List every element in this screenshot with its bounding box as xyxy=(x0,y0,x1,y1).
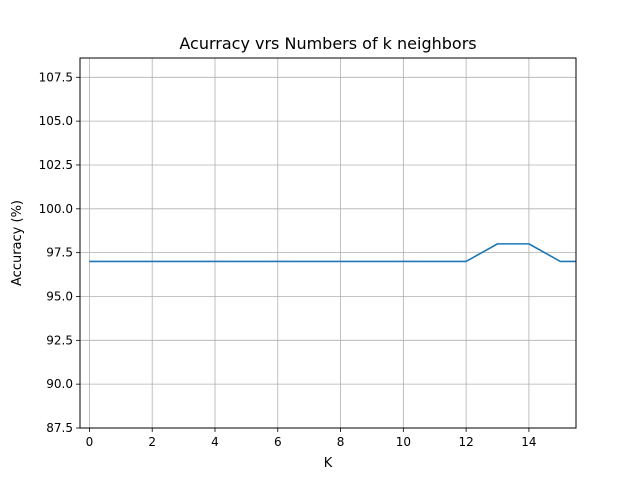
x-axis-label: K xyxy=(324,456,333,471)
y-tick-label: 102.5 xyxy=(39,158,73,172)
chart-title: Acurracy vrs Numbers of k neighbors xyxy=(179,34,476,53)
y-tick-label: 107.5 xyxy=(39,70,73,84)
y-tick-label: 105.0 xyxy=(39,114,73,128)
x-tick-label: 0 xyxy=(86,435,94,449)
y-tick-label: 97.5 xyxy=(46,246,73,260)
x-axis-ticks: 0 2 4 6 8 10 12 14 xyxy=(86,428,537,449)
y-axis-ticks: 87.5 90.0 92.5 95.0 97.5 100.0 102.5 105.0 107.5 xyxy=(39,70,80,435)
x-tick-label: 10 xyxy=(396,435,411,449)
accuracy-series-line xyxy=(89,243,576,263)
y-tick-label: 90.0 xyxy=(46,377,73,391)
y-tick-label: 87.5 xyxy=(46,421,73,435)
x-tick-label: 14 xyxy=(521,435,536,449)
x-tick-label: 4 xyxy=(211,435,219,449)
y-axis-label: Accuracy (%) xyxy=(10,200,25,286)
x-tick-label: 12 xyxy=(458,435,473,449)
y-tick-label: 95.0 xyxy=(46,289,73,303)
x-tick-label: 6 xyxy=(274,435,282,449)
plot-frame xyxy=(79,57,577,429)
grid-lines xyxy=(80,58,576,429)
y-tick-label: 100.0 xyxy=(39,202,73,216)
series-layer xyxy=(89,243,576,263)
x-tick-label: 2 xyxy=(148,435,156,449)
y-tick-label: 92.5 xyxy=(46,333,73,347)
x-tick-label: 8 xyxy=(337,435,345,449)
